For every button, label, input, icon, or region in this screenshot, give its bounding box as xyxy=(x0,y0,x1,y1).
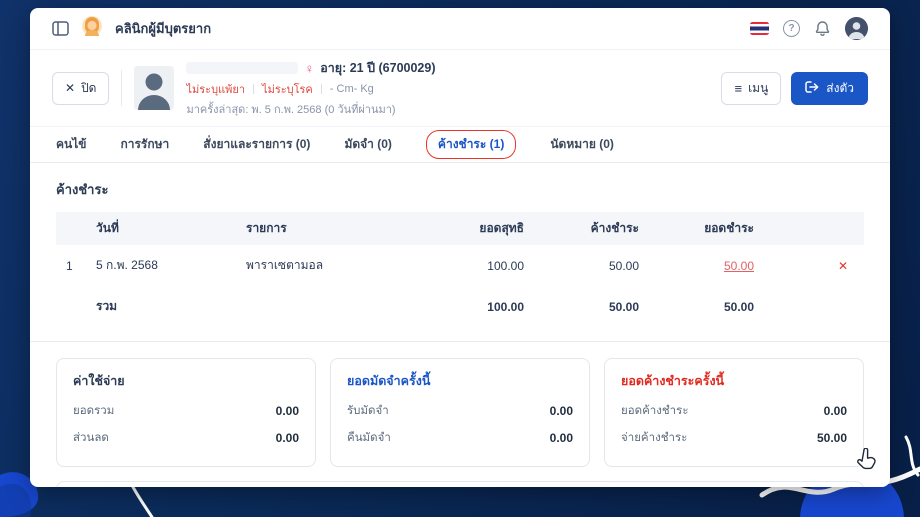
last-visit-text: มาครั้งล่าสุด: พ. 5 ก.พ. 2568 (0 วันที่ผ… xyxy=(186,104,396,116)
kv-label: ยอดค้างชำระ xyxy=(621,405,689,417)
app-header: คลินิกผู้มีบุตรยาก ? xyxy=(30,8,890,50)
row-index: 1 xyxy=(66,258,73,273)
refer-icon xyxy=(805,80,819,96)
menu-icon: ≡ xyxy=(734,80,743,96)
table-header-row: วันที่ รายการ ยอดสุทธิ ค้างชำระ ยอดชำระ xyxy=(56,212,864,245)
tab-orders[interactable]: สั่งยาและรายการ (0) xyxy=(203,137,311,151)
patient-tabs: คนไข้ การรักษา สั่งยาและรายการ (0) มัดจำ… xyxy=(30,127,890,163)
kv-value: 50.00 xyxy=(816,431,847,445)
card-expenses: ค่าใช้จ่าย ยอดรวม 0.00 ส่วนลด 0.00 xyxy=(56,358,316,467)
summary-cards: ค่าใช้จ่าย ยอดรวม 0.00 ส่วนลด 0.00 ยอดมั… xyxy=(56,358,864,467)
col-paid: ยอดชำระ xyxy=(649,212,764,245)
language-flag-icon[interactable] xyxy=(750,22,769,35)
patient-bar: ✕ ปิด ♀ อายุ: 21 ปี (6700029) ไม่ระบุแ xyxy=(30,50,890,127)
col-actions xyxy=(764,212,864,245)
kv-label: รับมัดจำ xyxy=(347,405,389,417)
total-paid: 50.00 xyxy=(723,299,754,314)
disease-status: ไม่ระบุโรค xyxy=(262,84,313,96)
total-due: 50.00 xyxy=(608,299,639,314)
col-index xyxy=(56,212,86,245)
payment-card: ผู้รับ สุทธิ (0 รายการ) 50.00 รับเงิน xyxy=(56,481,864,487)
divider xyxy=(30,341,890,342)
kv-value: 0.00 xyxy=(275,404,299,418)
kv-value: 0.00 xyxy=(549,404,573,418)
app-title: คลินิกผู้มีบุตรยาก xyxy=(115,21,212,36)
mouse-cursor xyxy=(857,448,876,470)
col-due: ค้างชำระ xyxy=(534,212,649,245)
divider xyxy=(320,84,322,94)
kv-label: ส่วนลด xyxy=(73,432,109,444)
tab-treatment[interactable]: การรักษา xyxy=(120,137,170,151)
kv-label: ยอดรวม xyxy=(73,405,115,417)
close-patient-button[interactable]: ✕ ปิด xyxy=(52,71,110,105)
female-gender-icon: ♀ xyxy=(304,60,315,76)
patient-age-id: อายุ: 21 ปี (6700029) xyxy=(320,61,436,75)
kv-value: 0.00 xyxy=(549,431,573,445)
total-net: 100.00 xyxy=(487,299,524,314)
close-label: ปิด xyxy=(81,80,97,95)
card-title: ยอดค้างชำระครั้งนี้ xyxy=(621,374,725,388)
clinic-logo-icon xyxy=(81,15,103,42)
card-title: ยอดมัดจำครั้งนี้ xyxy=(347,374,431,388)
row-date: 5 ก.พ. 2568 xyxy=(96,258,158,272)
main-content: ค้างชำระ วันที่ รายการ ยอดสุทธิ ค้างชำระ… xyxy=(30,163,890,487)
total-label: รวม xyxy=(96,299,118,313)
sidebar-toggle-icon[interactable] xyxy=(52,21,69,36)
menu-button[interactable]: ≡ เมนู xyxy=(721,71,782,105)
delete-row-icon[interactable]: ✕ xyxy=(837,258,848,273)
table-total-row: รวม 100.00 50.00 50.00 xyxy=(56,286,864,327)
table-row: 1 5 ก.พ. 2568 พาราเซตามอล 100.00 50.00 5… xyxy=(56,245,864,286)
patient-info: ♀ อายุ: 21 ปี (6700029) ไม่ระบุแพ้ยา ไม่… xyxy=(186,58,436,118)
patient-measurements: - Cm- Kg xyxy=(329,83,374,95)
card-deposit: ยอดมัดจำครั้งนี้ รับมัดจำ 0.00 คืนมัดจำ … xyxy=(330,358,590,467)
col-net: ยอดสุทธิ xyxy=(419,212,534,245)
row-item: พาราเซตามอล xyxy=(246,258,324,272)
row-paid-link[interactable]: 50.00 xyxy=(723,258,754,273)
row-net: 100.00 xyxy=(487,258,524,273)
row-due: 50.00 xyxy=(608,258,639,273)
tab-appointments[interactable]: นัดหมาย (0) xyxy=(550,137,614,151)
outstanding-table: วันที่ รายการ ยอดสุทธิ ค้างชำระ ยอดชำระ … xyxy=(56,212,864,327)
divider xyxy=(121,70,123,106)
patient-name-redacted xyxy=(186,62,299,74)
col-item: รายการ xyxy=(236,212,419,245)
col-date: วันที่ xyxy=(86,212,236,245)
kv-label: คืนมัดจำ xyxy=(347,432,391,444)
card-title: ค่าใช้จ่าย xyxy=(73,374,125,388)
tab-patient[interactable]: คนไข้ xyxy=(56,137,87,151)
tab-outstanding[interactable]: ค้างชำระ (1) xyxy=(437,137,505,151)
help-icon[interactable]: ? xyxy=(783,20,800,37)
divider xyxy=(253,84,255,94)
notification-bell-icon[interactable] xyxy=(814,20,831,37)
allergy-status: ไม่ระบุแพ้ยา xyxy=(186,84,246,96)
user-avatar[interactable] xyxy=(845,17,868,40)
section-title-outstanding: ค้างชำระ xyxy=(56,182,109,197)
refer-label: ส่งตัว xyxy=(826,80,854,95)
patient-avatar xyxy=(134,66,175,110)
app-window: คลินิกผู้มีบุตรยาก ? xyxy=(30,8,890,487)
refer-button[interactable]: ส่งตัว xyxy=(791,71,868,105)
kv-label: จ่ายค้างชำระ xyxy=(621,432,688,444)
annotation-ring: ค้างชำระ (1) xyxy=(425,130,517,159)
card-outstanding: ยอดค้างชำระครั้งนี้ ยอดค้างชำระ 0.00 จ่า… xyxy=(604,358,864,467)
tab-deposit[interactable]: มัดจำ (0) xyxy=(344,137,392,151)
menu-label: เมนู xyxy=(748,80,769,95)
kv-value: 0.00 xyxy=(823,404,847,418)
kv-value: 0.00 xyxy=(275,431,299,445)
close-icon: ✕ xyxy=(65,81,76,95)
